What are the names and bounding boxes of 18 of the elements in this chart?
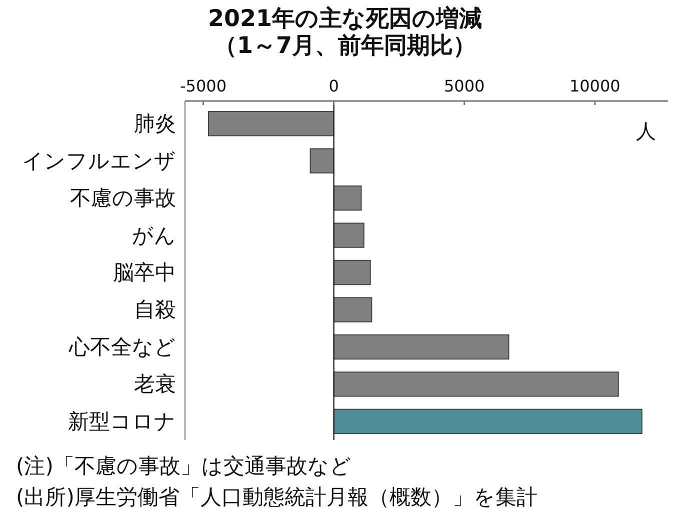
category: 自殺 (134, 298, 176, 322)
category: インフルエンザ (22, 148, 176, 173)
category: 新型コロナ (68, 409, 176, 434)
category: 不慮の事故 (70, 186, 176, 210)
xtick: -5000 (180, 76, 227, 96)
category: 心不全など (69, 334, 176, 359)
category: 肺炎 (134, 112, 176, 136)
subtitle: （1～7月、前年同期比） (214, 33, 476, 59)
xtick: 10000 (569, 76, 620, 96)
category: がん (132, 223, 176, 248)
category: 老衰 (134, 372, 176, 396)
annotation: (出所)厚生労働省「人口動態統計月報（概数）」を集計 (16, 485, 538, 509)
xtick: 0 (328, 76, 339, 96)
xtick: 5000 (444, 76, 485, 96)
xlabel: 人 (636, 119, 656, 143)
annotation: (注)「不慮の事故」は交通事故など (16, 454, 352, 478)
title: 2021年の主な死因の増減 (208, 6, 482, 32)
category: 脳卒中 (113, 260, 176, 284)
